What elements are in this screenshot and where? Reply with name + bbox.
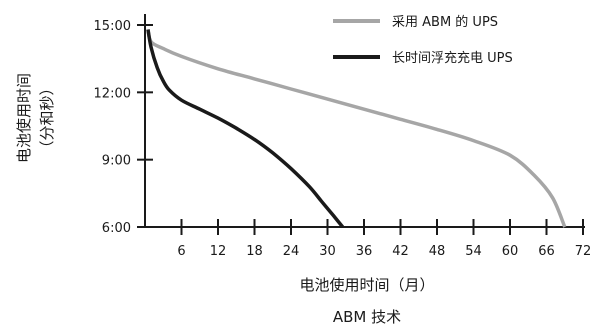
x-tick-label: 18 (246, 244, 263, 259)
x-tick-label: 66 (538, 244, 555, 259)
x-tick-label: 30 (319, 244, 336, 259)
legend-label-2: 长时间浮充充电 UPS (392, 50, 513, 66)
x-tick-label: 42 (392, 244, 409, 259)
chart-caption: ABM 技术 (333, 308, 401, 326)
axes: 6:00 9:00 12:00 15:00 6 12 18 24 30 36 42 48 54 60 66 7… (94, 14, 592, 259)
x-tick-label: 24 (283, 244, 300, 259)
x-tick-label: 6 (177, 244, 185, 259)
legend: 采用 ABM 的 UPS 长时间浮充充电 UPS (333, 14, 513, 66)
series-line-1 (146, 29, 567, 228)
legend-label-1: 采用 ABM 的 UPS (392, 14, 498, 30)
series-line-2 (146, 29, 345, 229)
y-tick-label: 6:00 (102, 221, 131, 236)
x-axis-title: 电池使用时间（月） (299, 276, 434, 294)
x-tick-label: 72 (575, 244, 592, 259)
x-tick-label: 36 (356, 244, 373, 259)
y-tick-label: 12:00 (94, 86, 131, 101)
x-tick-label: 48 (429, 244, 446, 259)
series-lines (146, 29, 567, 229)
axis-titles: 电池使用时间 （分和秒） 电池使用时间（月） ABM 技术 (15, 73, 435, 326)
y-tick-label: 9:00 (102, 154, 131, 169)
x-tick-label: 54 (465, 244, 482, 259)
y-axis-title-line2: （分和秒） (38, 80, 56, 155)
y-tick-label: 15:00 (94, 19, 131, 34)
y-axis-title-line1: 电池使用时间 (15, 73, 33, 163)
x-tick-label: 12 (210, 244, 227, 259)
x-tick-label: 60 (502, 244, 519, 259)
